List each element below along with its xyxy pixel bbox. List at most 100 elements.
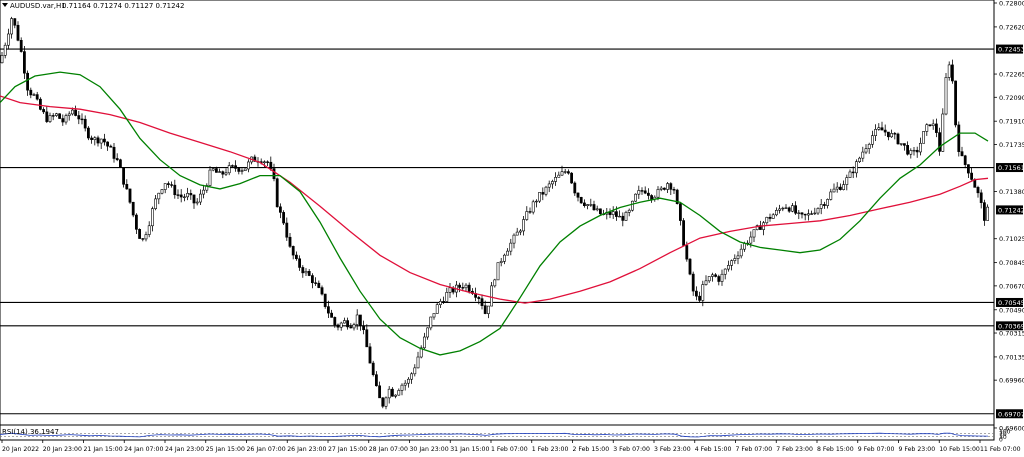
bullish-candle xyxy=(160,189,164,194)
time-axis[interactable]: 20 Jan 2022 20 Jan 23:00 21 Jan 15:00 24 Ja… xyxy=(1,440,1021,453)
bearish-candle xyxy=(192,194,196,204)
bullish-candle xyxy=(560,171,564,176)
bullish-candle xyxy=(704,280,708,285)
bullish-candle xyxy=(67,113,71,116)
bearish-candle xyxy=(176,194,180,196)
bearish-candle xyxy=(906,145,910,155)
bullish-candle xyxy=(586,204,590,206)
bearish-candle xyxy=(106,141,110,147)
bullish-candle xyxy=(941,113,945,152)
bullish-candle xyxy=(701,284,705,301)
price-axis-label: 0.71025 xyxy=(999,235,1024,243)
bearish-candle xyxy=(608,211,612,215)
bearish-candle xyxy=(266,161,270,163)
bullish-candle xyxy=(845,177,849,185)
bullish-candle xyxy=(861,151,865,159)
bullish-candle xyxy=(163,183,167,190)
time-axis-label: 7 Feb 23:00 xyxy=(776,446,813,453)
bearish-candle xyxy=(307,271,311,276)
time-axis-label: 10 Feb 15:00 xyxy=(939,446,980,453)
current-price-tag xyxy=(996,205,1023,215)
rsi-axis-label: 0 xyxy=(999,437,1003,444)
bearish-candle xyxy=(669,183,673,190)
horizontal-levels xyxy=(0,48,994,415)
bullish-candle xyxy=(707,276,711,282)
bullish-candle xyxy=(742,242,746,250)
current-price-text: 0.71242 xyxy=(998,206,1024,214)
bearish-candle xyxy=(128,188,132,203)
bullish-candle xyxy=(544,186,548,195)
bearish-candle xyxy=(614,211,618,217)
bullish-candle xyxy=(624,211,628,221)
bullish-candle xyxy=(0,55,4,64)
price-axis-label: 0.70490 xyxy=(999,306,1024,314)
bearish-candle xyxy=(272,168,276,180)
bearish-candle xyxy=(288,236,292,247)
bullish-candle xyxy=(986,206,990,221)
bearish-candle xyxy=(138,229,142,239)
bullish-candle xyxy=(186,193,190,198)
price-axis-label: 0.70845 xyxy=(999,259,1024,267)
fast-moving-average-line xyxy=(0,71,989,356)
price-axis-label: 0.71910 xyxy=(999,118,1024,126)
rsi-axis-label: 70 xyxy=(999,431,1007,438)
bearish-candle xyxy=(822,204,826,206)
bearish-candle xyxy=(26,72,30,91)
bearish-candle xyxy=(237,168,241,172)
price-axis-label: 0.72800 xyxy=(999,0,1024,8)
bullish-candle xyxy=(726,265,730,270)
bearish-candle xyxy=(582,202,586,206)
bearish-candle xyxy=(694,290,698,297)
bullish-candle xyxy=(723,268,727,275)
bearish-candle xyxy=(915,149,919,153)
bullish-candle xyxy=(589,204,593,206)
bullish-candle xyxy=(784,207,788,209)
chart-symbol: AUDUSD.var,H1 xyxy=(10,2,66,10)
bearish-candle xyxy=(234,165,238,169)
bullish-candle xyxy=(659,187,663,190)
bearish-candle xyxy=(880,127,884,131)
bullish-candle xyxy=(867,143,871,149)
bearish-candle xyxy=(170,184,174,186)
rsi-axis-label: 100 xyxy=(999,429,1011,436)
price-axis[interactable]: 0.72800 0.72620 0.72265 0.72090 0.71910 0.717… xyxy=(994,0,1024,432)
bearish-candle xyxy=(291,246,295,256)
time-axis-label: 24 Jan 07:00 xyxy=(124,446,163,453)
bullish-candle xyxy=(352,324,356,329)
bullish-candle xyxy=(154,198,158,209)
candles xyxy=(0,16,990,410)
time-axis-label: 11 Feb 07:00 xyxy=(980,446,1021,453)
bearish-candle xyxy=(576,192,580,198)
bearish-candle xyxy=(189,193,193,196)
bearish-candle xyxy=(979,192,983,203)
bullish-candle xyxy=(432,313,436,318)
bearish-candle xyxy=(442,301,446,303)
chart-ohlc: 0.71164 0.71274 0.71127 0.71242 xyxy=(62,2,184,10)
bullish-candle xyxy=(464,284,468,289)
bearish-candle xyxy=(381,397,385,407)
level-price-tag xyxy=(996,409,1023,419)
bearish-candle xyxy=(950,64,954,82)
bullish-candle xyxy=(618,215,622,218)
time-axis-label: 2 Feb 15:00 xyxy=(573,446,610,453)
bearish-candle xyxy=(109,145,113,148)
bearish-candle xyxy=(592,204,596,211)
bullish-candle xyxy=(931,123,935,126)
bullish-candle xyxy=(525,211,529,220)
bullish-candle xyxy=(947,64,951,78)
bullish-candle xyxy=(512,234,516,244)
bullish-candle xyxy=(448,287,452,293)
level-price-text: 0.70545 xyxy=(998,299,1024,307)
bullish-candle xyxy=(810,213,814,215)
bullish-candle xyxy=(842,184,846,190)
bullish-candle xyxy=(909,150,913,155)
bullish-candle xyxy=(550,181,554,185)
time-axis-label: 27 Jan 15:00 xyxy=(328,446,367,453)
bullish-candle xyxy=(829,191,833,200)
bullish-candle xyxy=(666,183,670,190)
price-axis-label: 0.70670 xyxy=(999,282,1024,290)
chart-menu-triangle-icon[interactable] xyxy=(2,3,8,7)
bearish-candle xyxy=(135,214,138,230)
